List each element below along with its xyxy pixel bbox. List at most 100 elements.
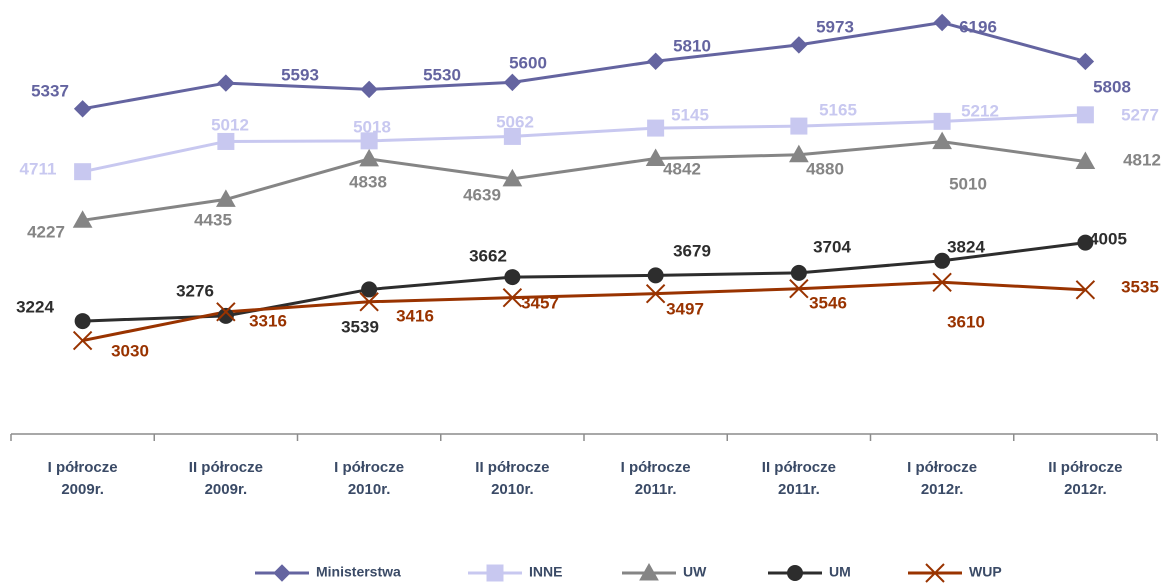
point [361, 281, 378, 298]
point [789, 144, 809, 163]
series-line [82, 140, 1086, 222]
point [217, 307, 234, 324]
data-label: 5062 [496, 112, 534, 131]
data-label: 3610 [947, 312, 985, 331]
point [647, 119, 665, 137]
point [216, 189, 236, 207]
data-label: 4005 [1089, 229, 1127, 248]
data-label: 3535 [1121, 277, 1159, 296]
point [503, 127, 521, 145]
legend-marker [639, 562, 659, 581]
data-label: 5593 [281, 65, 319, 84]
point [502, 287, 523, 308]
point [790, 264, 807, 281]
point [933, 112, 951, 130]
point [934, 252, 951, 269]
point [359, 292, 379, 312]
legend-label: Ministerstwa [316, 564, 401, 580]
point [932, 272, 952, 293]
point [72, 330, 93, 351]
point [216, 302, 236, 322]
x-tick-label: II półrocze 2009r. [188, 459, 263, 498]
x-tick-label: I półrocze 2009r. [47, 459, 118, 498]
series-line [82, 20, 1086, 111]
point [502, 168, 523, 187]
point [1075, 151, 1096, 170]
point [73, 100, 92, 118]
data-label: 5212 [961, 101, 999, 120]
data-label: 5018 [353, 117, 391, 136]
data-label: 3824 [947, 237, 985, 256]
point [1076, 106, 1094, 124]
data-label: 3316 [249, 311, 287, 330]
point [74, 313, 91, 330]
point [647, 267, 664, 284]
point [360, 80, 378, 99]
point [217, 74, 235, 92]
point [1076, 52, 1095, 71]
series-line [82, 113, 1086, 174]
point [932, 131, 952, 150]
data-label: 4227 [27, 222, 65, 241]
data-label: 5277 [1121, 105, 1159, 124]
data-label: 5810 [673, 36, 711, 55]
x-tick-label: I półrocze 2011r. [620, 459, 691, 498]
point [1075, 280, 1096, 300]
data-label: 5808 [1093, 77, 1131, 96]
data-label: 3457 [521, 293, 559, 312]
legend-marker [925, 563, 945, 583]
point [217, 132, 235, 150]
data-label: 5165 [819, 100, 857, 119]
data-label: 4812 [1123, 150, 1161, 169]
data-label: 5600 [509, 53, 547, 72]
data-label: 4711 [20, 159, 57, 178]
x-tick-label: I półrocze 2010r. [334, 459, 405, 498]
legend-marker [787, 565, 803, 581]
point [646, 52, 665, 70]
data-label: 5145 [671, 105, 709, 124]
point [645, 283, 666, 304]
data-label: 4838 [349, 172, 387, 191]
data-label: 3276 [176, 281, 214, 300]
data-label: 5337 [31, 81, 69, 100]
point [359, 148, 379, 167]
legend-marker [486, 564, 504, 582]
point [789, 279, 809, 299]
legend-label: UM [829, 564, 851, 580]
data-label: 3704 [813, 237, 851, 256]
data-label: 6196 [959, 17, 997, 36]
data-label: 5530 [423, 65, 461, 84]
data-label: 5010 [949, 174, 987, 193]
x-tick-label: I półrocze 2012r. [907, 459, 978, 498]
data-label: 5012 [211, 115, 249, 134]
data-label: 4880 [806, 159, 844, 178]
data-label: 4435 [194, 210, 232, 229]
legend-label: INNE [529, 564, 562, 580]
data-label: 3539 [341, 317, 379, 336]
data-label: 3416 [396, 306, 434, 325]
point [790, 117, 808, 135]
point [790, 36, 808, 54]
legend-label: WUP [969, 564, 1002, 580]
point [1077, 234, 1094, 251]
data-label: 3497 [666, 299, 704, 318]
point [72, 210, 93, 228]
point [933, 13, 951, 32]
point [503, 73, 522, 92]
point [360, 132, 378, 150]
data-label: 3679 [673, 241, 711, 260]
x-tick-label: II półrocze 2011r. [761, 459, 836, 498]
x-tick-label: II półrocze 2010r. [475, 459, 550, 498]
point [74, 163, 92, 181]
legend-label: UW [683, 564, 707, 580]
point [645, 148, 666, 167]
data-label: 4639 [463, 185, 501, 204]
legend-marker [273, 564, 291, 582]
data-label: 3662 [469, 246, 507, 265]
data-label: 3224 [16, 297, 54, 316]
data-label: 3546 [809, 293, 847, 312]
data-label: 4842 [663, 159, 701, 178]
point [504, 269, 521, 286]
